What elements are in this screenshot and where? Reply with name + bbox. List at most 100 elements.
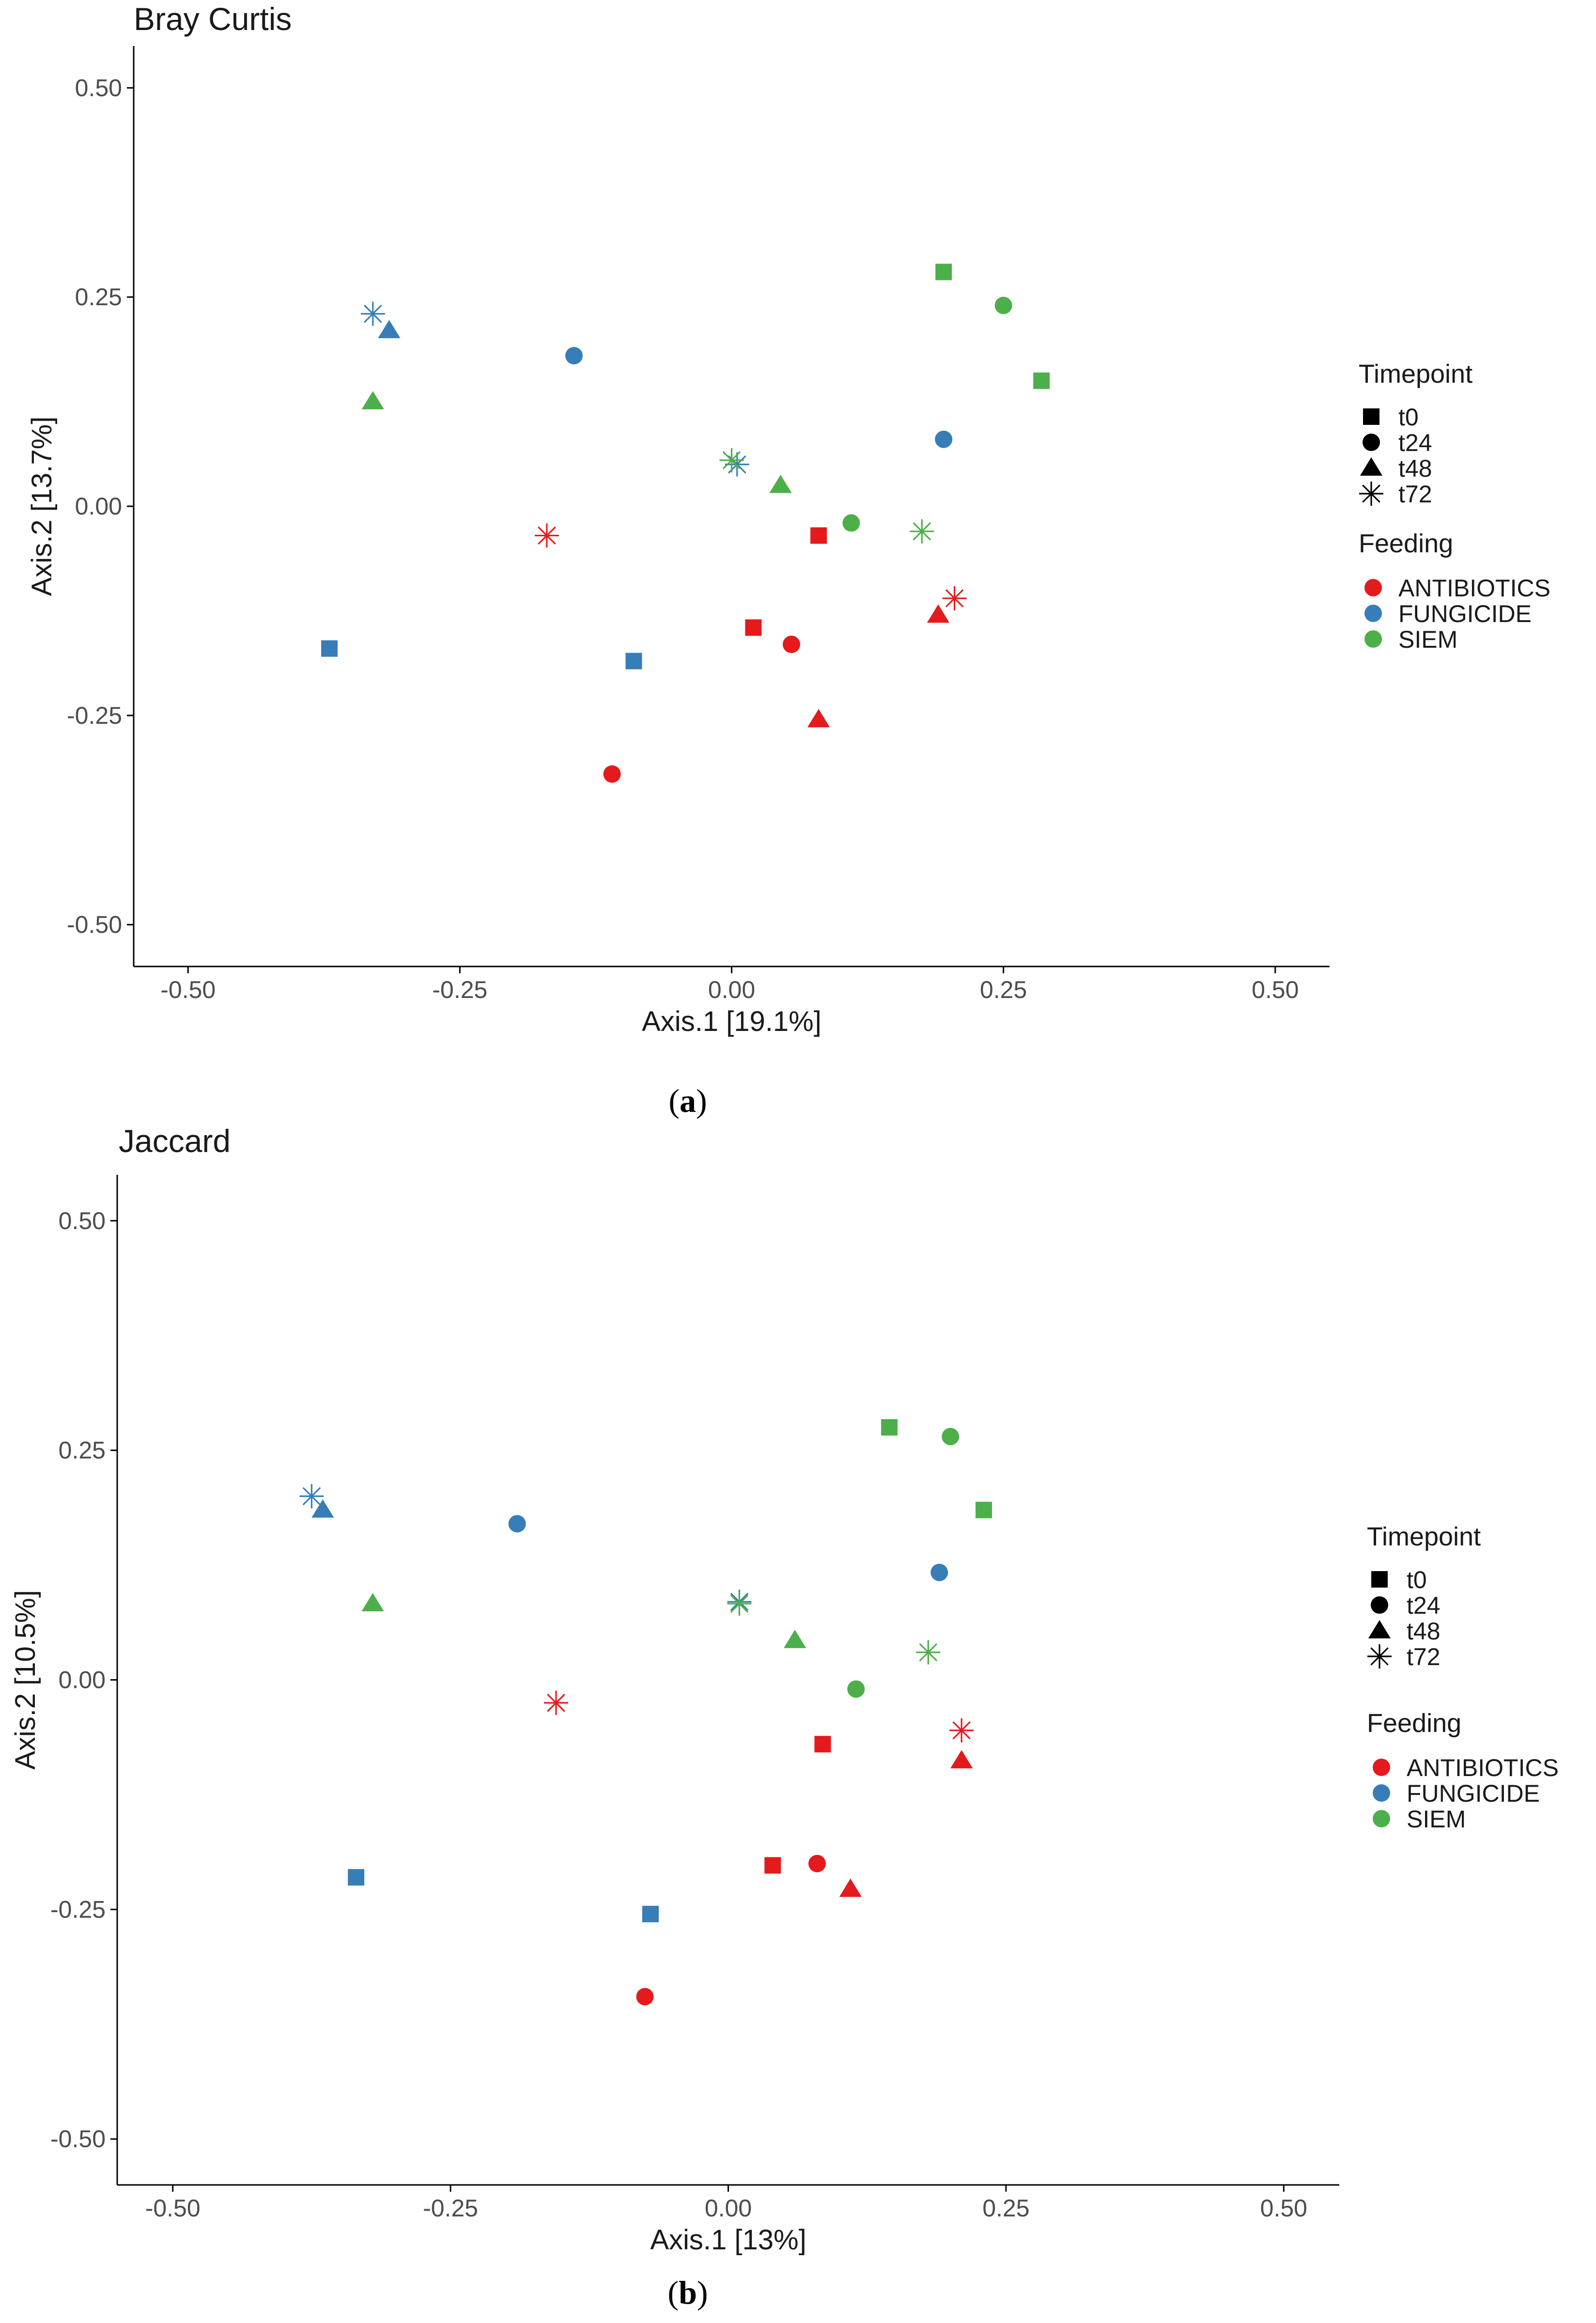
data-point-antibiotics-square	[745, 619, 762, 636]
legend-item-fungicide: FUNGICIDE	[1364, 600, 1532, 627]
legend-title-timepoint: Timepoint	[1367, 1522, 1481, 1551]
legend-item-t24: t24	[1371, 1592, 1441, 1619]
y-tick-label: -0.50	[67, 911, 122, 938]
data-point-siem-star	[916, 1640, 941, 1665]
data-point-siem-triangle	[784, 1629, 806, 1648]
legend-key-circle	[1364, 630, 1382, 648]
x-tick-label: 0.00	[708, 976, 755, 1003]
legend-title-feeding: Feeding	[1367, 1709, 1461, 1738]
data-point-siem-triangle	[361, 391, 384, 409]
data-point-antibiotics-square	[814, 1736, 831, 1753]
legend-label: FUNGICIDE	[1407, 1780, 1540, 1807]
data-point-siem-triangle	[361, 1593, 384, 1612]
legend-label: t72	[1407, 1643, 1441, 1670]
x-axis-label: Axis.1 [19.1%]	[642, 1006, 821, 1037]
legend-item-antibiotics: ANTIBIOTICS	[1364, 575, 1550, 602]
data-point-siem-circle	[942, 1428, 960, 1446]
data-point-fungicide-circle	[508, 1515, 526, 1533]
x-tick-label: 0.25	[982, 2195, 1029, 2222]
x-tick-label: -0.50	[160, 976, 216, 1003]
data-point-fungicide-square	[321, 640, 338, 657]
x-tick-label: 0.50	[1252, 976, 1299, 1003]
legend-key-circle	[1371, 1596, 1388, 1614]
y-tick-label: 0.00	[75, 493, 122, 520]
chart-panel-a: Bray Curtis -0.50 -0.25 0.00 0.25 0.50 -0.50 -0…	[26, 1, 1550, 1119]
data-point-siem-star	[727, 1591, 752, 1616]
data-point-antibiotics-triangle	[950, 1750, 973, 1769]
legend-label: t24	[1398, 429, 1432, 456]
legend-key-triangle	[1360, 457, 1383, 476]
data-point-siem-star	[910, 519, 934, 544]
legend-item-t24: t24	[1363, 429, 1432, 456]
legend-key-circle	[1364, 579, 1382, 596]
data-point-antibiotics-triangle	[807, 709, 830, 728]
y-axis-label: Axis.2 [13.7%]	[26, 417, 58, 596]
data-point-siem-triangle	[769, 474, 792, 493]
legend-label: SIEM	[1407, 1806, 1466, 1833]
legend-item-fungicide: FUNGICIDE	[1373, 1780, 1540, 1807]
legend-label: ANTIBIOTICS	[1398, 575, 1550, 602]
data-point-antibiotics-circle	[603, 765, 621, 783]
y-tick-label: 0.50	[59, 1207, 106, 1234]
data-point-siem-square	[881, 1419, 898, 1436]
data-point-fungicide-triangle	[311, 1499, 334, 1518]
x-tick-label: 0.00	[705, 2195, 752, 2222]
data-point-fungicide-square	[348, 1869, 365, 1886]
data-point-antibiotics-star	[543, 1690, 568, 1715]
legend-label: t48	[1398, 455, 1432, 482]
data-point-antibiotics-star	[534, 523, 559, 548]
legend-key-triangle	[1368, 1620, 1391, 1638]
data-point-fungicide-triangle	[378, 320, 401, 339]
data-point-siem-circle	[847, 1680, 865, 1698]
chart-title: Jaccard	[119, 1123, 231, 1159]
data-point-fungicide-star	[725, 452, 749, 477]
panel-caption: (a)	[668, 1082, 707, 1119]
legend-item-t0: t0	[1363, 404, 1419, 431]
legend-key-circle	[1373, 1784, 1390, 1802]
y-tick-label: -0.25	[67, 702, 122, 729]
data-point-antibiotics-square	[764, 1857, 781, 1874]
y-tick-label: 0.00	[59, 1667, 106, 1694]
legend-item-t0: t0	[1371, 1566, 1427, 1593]
legend-key-circle	[1373, 1810, 1390, 1827]
y-tick-label: 0.50	[75, 74, 122, 101]
legend-item-t72: t72	[1367, 1643, 1441, 1670]
legend-key-square	[1371, 1571, 1388, 1588]
data-point-siem-circle	[842, 514, 860, 532]
legend-label: SIEM	[1398, 626, 1457, 653]
data-point-siem-square	[976, 1501, 992, 1518]
y-axis-label: Axis.2 [10.5%]	[10, 1590, 41, 1770]
data-point-antibiotics-triangle	[839, 1878, 862, 1897]
y-tick-label: -0.25	[50, 1896, 106, 1923]
legend-item-antibiotics: ANTIBIOTICS	[1373, 1754, 1559, 1781]
x-tick-label: 0.25	[980, 976, 1027, 1003]
legend-label: t0	[1407, 1566, 1427, 1593]
data-point-fungicide-star	[360, 301, 385, 326]
chart-title: Bray Curtis	[134, 1, 292, 37]
legend-label: ANTIBIOTICS	[1407, 1754, 1559, 1781]
x-tick-label: 0.50	[1260, 2195, 1307, 2222]
data-point-siem-square	[1033, 372, 1050, 389]
data-point-antibiotics-circle	[636, 1988, 654, 2006]
legend-title-feeding: Feeding	[1359, 529, 1453, 558]
legend-label: t24	[1407, 1592, 1441, 1619]
legend-label: t0	[1398, 404, 1419, 431]
chart-panel-b: Jaccard -0.50 -0.25 0.00 0.25 0.50 -0.50 -0.25 0…	[10, 1123, 1559, 2311]
legend-key-star	[1359, 482, 1383, 506]
x-axis-label: Axis.1 [13%]	[650, 2224, 806, 2256]
x-tick-label: -0.50	[145, 2195, 201, 2222]
legend-item-siem: SIEM	[1373, 1806, 1466, 1833]
data-point-antibiotics-circle	[808, 1855, 826, 1872]
panel-caption: (b)	[667, 2274, 708, 2311]
legend-label: t48	[1407, 1618, 1441, 1645]
data-point-fungicide-circle	[930, 1563, 948, 1581]
x-tick-label: -0.25	[432, 976, 487, 1003]
y-tick-label: 0.25	[75, 283, 122, 311]
legend-title-timepoint: Timepoint	[1359, 359, 1472, 389]
legend-item-t48: t48	[1368, 1618, 1441, 1645]
data-point-antibiotics-star	[942, 586, 967, 610]
